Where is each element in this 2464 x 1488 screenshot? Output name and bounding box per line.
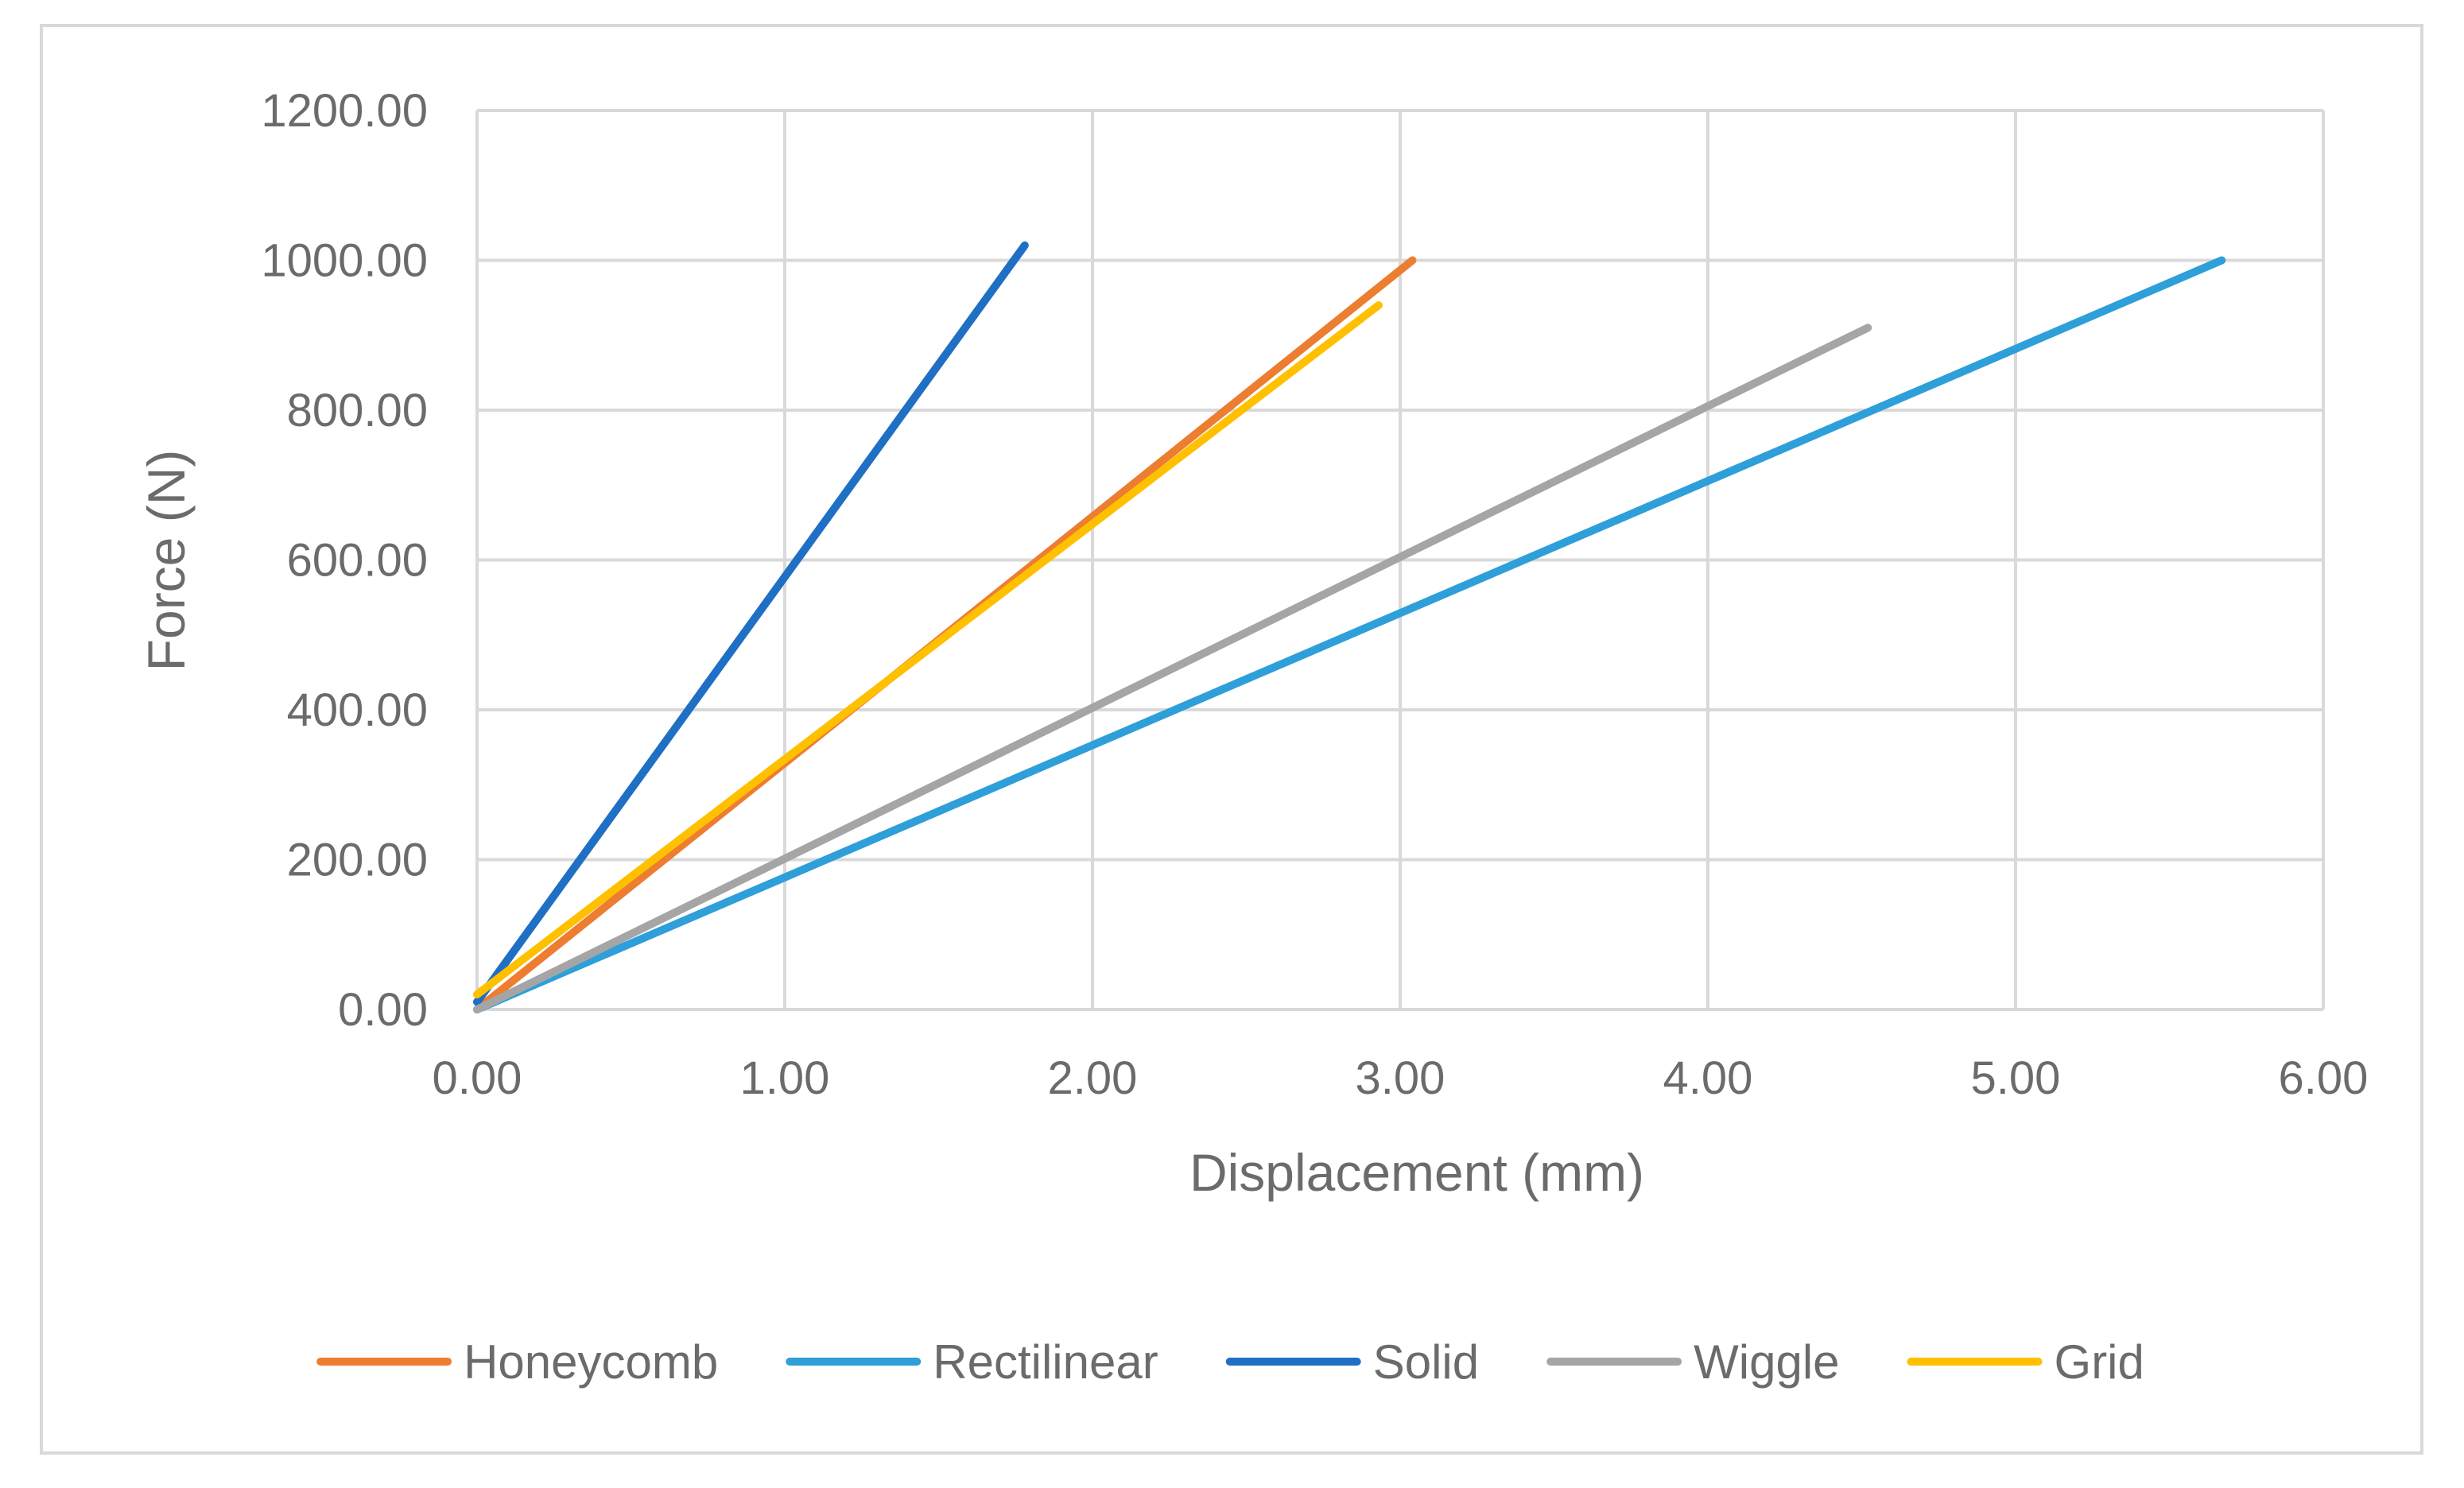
legend-label: Honeycomb [464,1335,718,1389]
legend-label: Wiggle [1694,1335,1839,1389]
y-tick-label: 0.00 [338,984,428,1036]
y-axis-title: Force (N) [137,450,196,672]
y-tick-label: 600.00 [287,535,428,587]
x-tick-labels: 0.00 1.00 2.00 3.00 4.00 5.00 6.00 [433,1052,2369,1104]
x-tick-label: 6.00 [2279,1052,2369,1104]
x-tick-label: 2.00 [1048,1052,1138,1104]
chart-frame [40,24,2423,1455]
x-axis-title: Displacement (mm) [1189,1143,1644,1202]
series-line-solid [473,241,1029,1006]
x-tick-label: 3.00 [1356,1052,1445,1104]
legend: Honeycomb Rectilinear Solid Wiggle Grid [316,1335,2144,1389]
series-line-wiggle [473,324,1872,1013]
legend-label: Solid [1373,1335,1479,1389]
x-tick-label: 4.00 [1663,1052,1753,1104]
x-tick-label: 0.00 [433,1052,522,1104]
y-tick-label: 800.00 [287,385,428,436]
y-tick-labels: 0.00 200.00 400.00 600.00 800.00 1000.00 1200.… [261,85,428,1036]
y-tick-label: 1200.00 [261,85,428,137]
legend-label: Grid [2055,1335,2144,1389]
x-tick-label: 5.00 [1971,1052,2061,1104]
series-line-rectilinear [473,256,2226,1013]
series-lines [473,241,2226,1013]
y-tick-label: 1000.00 [261,235,428,287]
x-tick-label: 1.00 [740,1052,830,1104]
y-tick-label: 200.00 [287,835,428,886]
y-tick-label: 400.00 [287,684,428,736]
legend-label: Rectilinear [933,1335,1158,1389]
series-line-grid [473,301,1383,999]
